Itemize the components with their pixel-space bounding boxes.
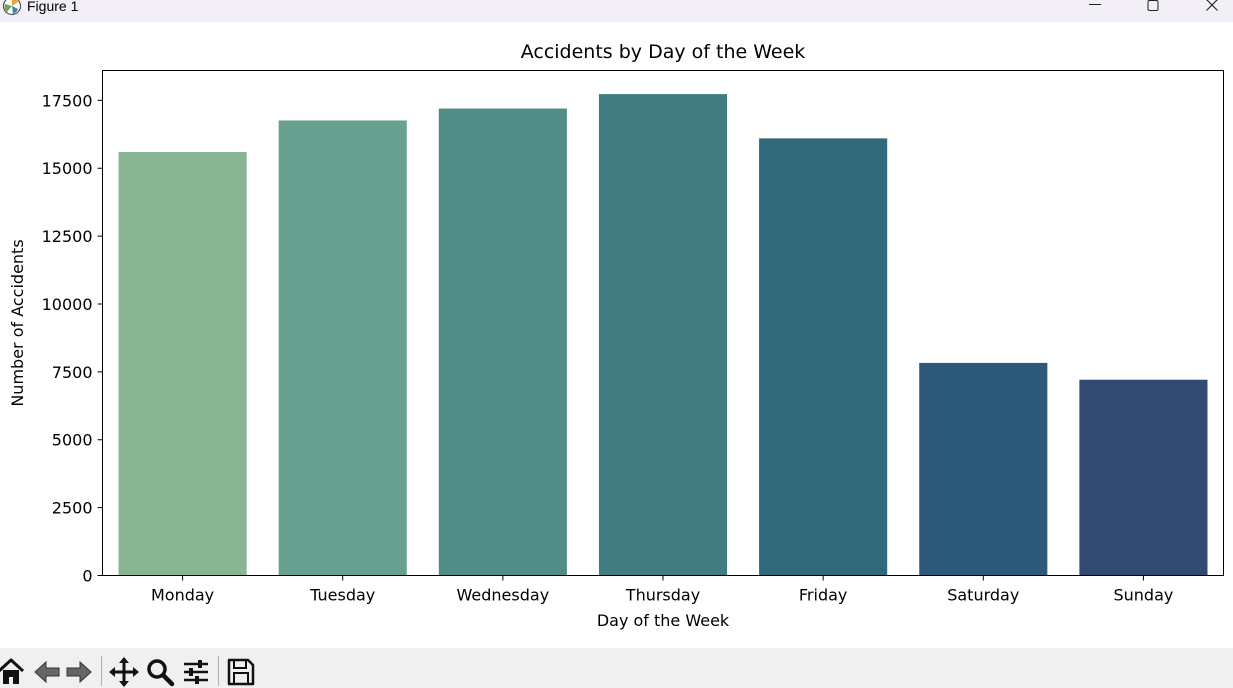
x-tick-label: Tuesday (309, 586, 375, 605)
x-tick-label: Friday (799, 586, 848, 605)
y-tick-label: 7500 (52, 363, 93, 382)
zoom-icon (147, 659, 175, 687)
bar-sunday (1079, 379, 1208, 576)
y-tick-label: 12500 (42, 227, 93, 246)
bar-friday (759, 138, 888, 576)
x-axis-label: Day of the Week (597, 611, 730, 630)
bar-tuesday (278, 120, 407, 576)
y-tick-label: 10000 (42, 295, 93, 314)
maximize-button[interactable] (1140, 0, 1166, 14)
x-tick-label: Wednesday (457, 586, 550, 605)
x-tick-label: Saturday (947, 586, 1019, 605)
toolbar-separator (101, 656, 102, 686)
forward-arrow-icon (66, 660, 92, 684)
maximize-icon (1147, 0, 1159, 11)
navigation-toolbar (0, 648, 1233, 688)
configure-subplots-icon (184, 660, 208, 684)
y-tick-label: 17500 (42, 91, 93, 110)
toolbar-separator (218, 656, 219, 686)
y-tick-label: 0 (82, 567, 92, 586)
close-icon (1206, 0, 1218, 11)
bar-chart: Accidents by Day of the Week 0 2500 5000 75… (8, 41, 1224, 630)
forward-button[interactable] (64, 656, 94, 688)
chart-title: Accidents by Day of the Week (521, 41, 806, 63)
home-button[interactable] (0, 656, 26, 688)
window-titlebar: Figure 1 (0, 0, 1233, 22)
save-icon (227, 658, 255, 686)
window-title: Figure 1 (27, 0, 79, 14)
bar-thursday (598, 94, 728, 576)
save-button[interactable] (226, 656, 256, 688)
home-icon (0, 658, 25, 684)
configure-subplots-button[interactable] (181, 656, 211, 688)
figure-canvas[interactable]: Accidents by Day of the Week 0 2500 5000 75… (0, 22, 1233, 648)
minimize-icon (1089, 4, 1101, 5)
pan-button[interactable] (109, 656, 139, 688)
y-tick-label: 2500 (52, 499, 93, 518)
minimize-button[interactable] (1082, 0, 1108, 14)
y-tick-label: 5000 (52, 431, 93, 450)
back-button[interactable] (32, 656, 62, 688)
close-button[interactable] (1199, 0, 1225, 14)
y-axis-label: Number of Accidents (8, 239, 27, 406)
bar-saturday (919, 362, 1048, 576)
bar-monday (118, 151, 247, 576)
zoom-button[interactable] (145, 656, 175, 688)
x-tick-label: Monday (151, 586, 214, 605)
matplotlib-logo-icon (2, 0, 22, 16)
pan-icon (109, 657, 139, 687)
y-tick-label: 15000 (42, 159, 93, 178)
x-tick-label: Thursday (625, 586, 700, 605)
x-tick-label: Sunday (1113, 586, 1173, 605)
plot-frame (102, 70, 1224, 576)
back-arrow-icon (34, 660, 60, 684)
bar-wednesday (438, 108, 567, 576)
